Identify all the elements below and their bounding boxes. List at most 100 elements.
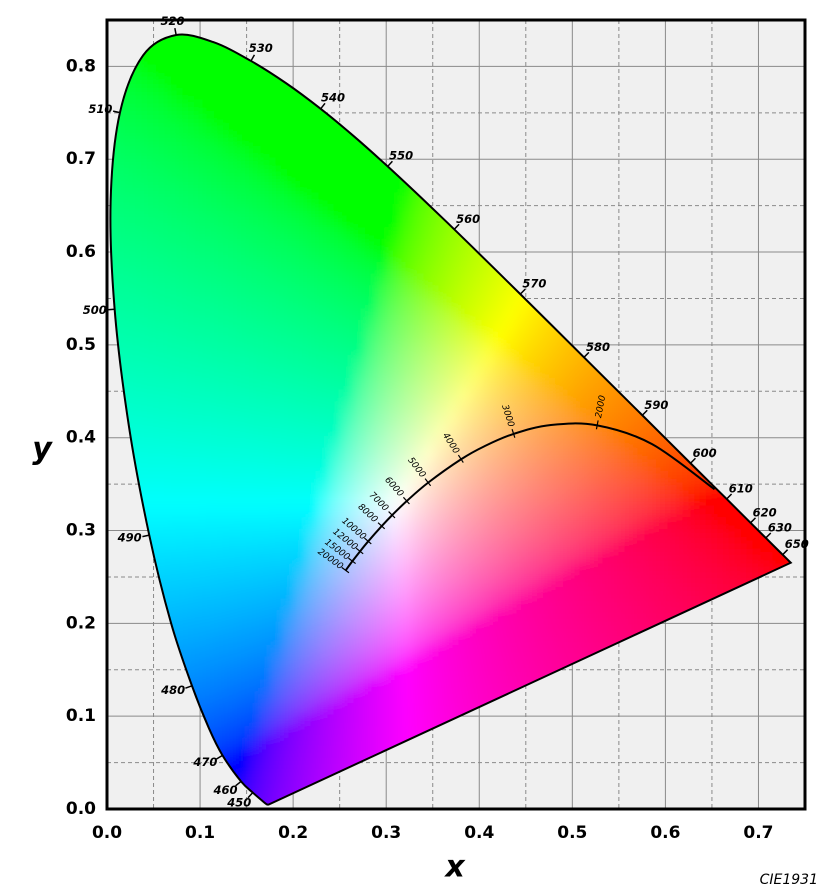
gamut-cell xyxy=(283,226,297,239)
gamut-cell xyxy=(807,29,819,41)
gamut-cell xyxy=(190,122,203,135)
gamut-cell xyxy=(283,574,297,587)
gamut-cell xyxy=(656,493,669,506)
gamut-cell xyxy=(260,609,273,622)
gamut-cell xyxy=(155,238,169,251)
gamut-cell xyxy=(551,470,564,483)
gamut-cell xyxy=(528,539,541,553)
gamut-cell xyxy=(283,713,297,727)
gamut-cell xyxy=(132,168,145,181)
gamut-cell xyxy=(504,365,518,378)
wavelength-tick xyxy=(750,517,757,524)
gamut-cell xyxy=(411,400,425,413)
gamut-cell xyxy=(330,586,343,599)
gamut-cell xyxy=(400,296,413,309)
gamut-cell xyxy=(272,296,285,309)
gamut-cell xyxy=(272,748,285,761)
gamut-cell xyxy=(307,679,320,692)
gamut-cell xyxy=(516,551,529,564)
gamut-cell xyxy=(307,690,320,703)
gamut-cell xyxy=(272,133,285,146)
gamut-cell xyxy=(621,446,634,460)
gamut-cell xyxy=(307,551,320,564)
gamut-cell xyxy=(528,388,541,402)
gamut-cell xyxy=(586,621,599,634)
gamut-cell xyxy=(167,110,180,123)
gamut-cell xyxy=(330,180,343,193)
gamut-cell xyxy=(388,702,401,715)
gamut-cell xyxy=(481,446,494,460)
gamut-cell xyxy=(493,446,506,460)
gamut-cell xyxy=(423,435,436,448)
gamut-cell xyxy=(144,412,157,425)
gamut-cell xyxy=(225,737,238,750)
gamut-cell xyxy=(190,307,203,320)
gamut-cell xyxy=(330,470,343,483)
gamut-cell xyxy=(621,6,633,18)
gamut-cell xyxy=(597,621,611,634)
gamut-cell xyxy=(341,505,355,518)
gamut-cell xyxy=(295,481,308,494)
gamut-cell xyxy=(411,621,425,634)
gamut-cell xyxy=(225,563,238,576)
gamut-cell xyxy=(248,771,262,785)
gamut-cell xyxy=(481,516,494,529)
gamut-cell xyxy=(516,458,529,471)
gamut-cell xyxy=(307,586,320,599)
gamut-cell xyxy=(807,261,819,273)
gamut-cell xyxy=(272,145,285,158)
gamut-cell xyxy=(609,574,622,587)
gamut-cell xyxy=(667,470,680,483)
gamut-cell xyxy=(365,191,378,204)
gamut-cell xyxy=(283,354,297,367)
gamut-cell xyxy=(237,435,250,448)
gamut-cell xyxy=(167,377,180,390)
gamut-cell xyxy=(307,423,320,436)
gamut-cell xyxy=(458,354,471,367)
gamut-cell xyxy=(330,412,343,425)
gamut-cell xyxy=(214,249,227,262)
gamut-cell xyxy=(353,145,366,158)
gamut-cell xyxy=(539,655,552,669)
gamut-cell xyxy=(341,644,355,657)
gamut-cell xyxy=(807,319,819,331)
gamut-cell xyxy=(807,203,819,215)
gamut-cell xyxy=(388,272,401,286)
gamut-cell xyxy=(656,446,669,460)
gamut-cell xyxy=(376,655,390,669)
gamut-cell xyxy=(237,226,250,239)
gamut-cell xyxy=(539,539,552,553)
gamut-cell xyxy=(400,6,412,18)
gamut-cell xyxy=(435,261,448,274)
gamut-cell xyxy=(272,632,285,645)
gamut-cell xyxy=(155,307,169,320)
gamut-cell xyxy=(155,354,169,367)
gamut-cell xyxy=(318,249,331,262)
gamut-cell xyxy=(586,597,599,611)
gamut-cell xyxy=(411,214,425,228)
caption: CIE1931 xyxy=(760,872,818,888)
gamut-cell xyxy=(272,609,285,622)
gamut-cell xyxy=(225,98,238,112)
gamut-cell xyxy=(283,655,297,669)
gamut-cell xyxy=(225,64,238,77)
gamut-cell xyxy=(667,481,680,494)
gamut-cell xyxy=(469,505,483,518)
gamut-cell xyxy=(307,203,320,216)
temperature-label: 2000 xyxy=(594,394,608,419)
gamut-cell xyxy=(272,481,285,494)
gamut-cell xyxy=(423,423,436,436)
gamut-cell xyxy=(609,400,622,413)
gamut-cell xyxy=(376,505,390,518)
gamut-cell xyxy=(597,458,611,471)
gamut-cell xyxy=(167,296,180,309)
gamut-cell xyxy=(632,470,646,483)
gamut-cell xyxy=(120,365,134,378)
gamut-cell xyxy=(341,481,355,494)
wavelength-label: 590 xyxy=(644,398,668,412)
gamut-cell xyxy=(446,609,459,622)
wavelength-tick xyxy=(235,780,242,787)
gamut-cell xyxy=(190,110,203,123)
gamut-cell xyxy=(283,737,297,750)
gamut-cell xyxy=(272,191,285,204)
